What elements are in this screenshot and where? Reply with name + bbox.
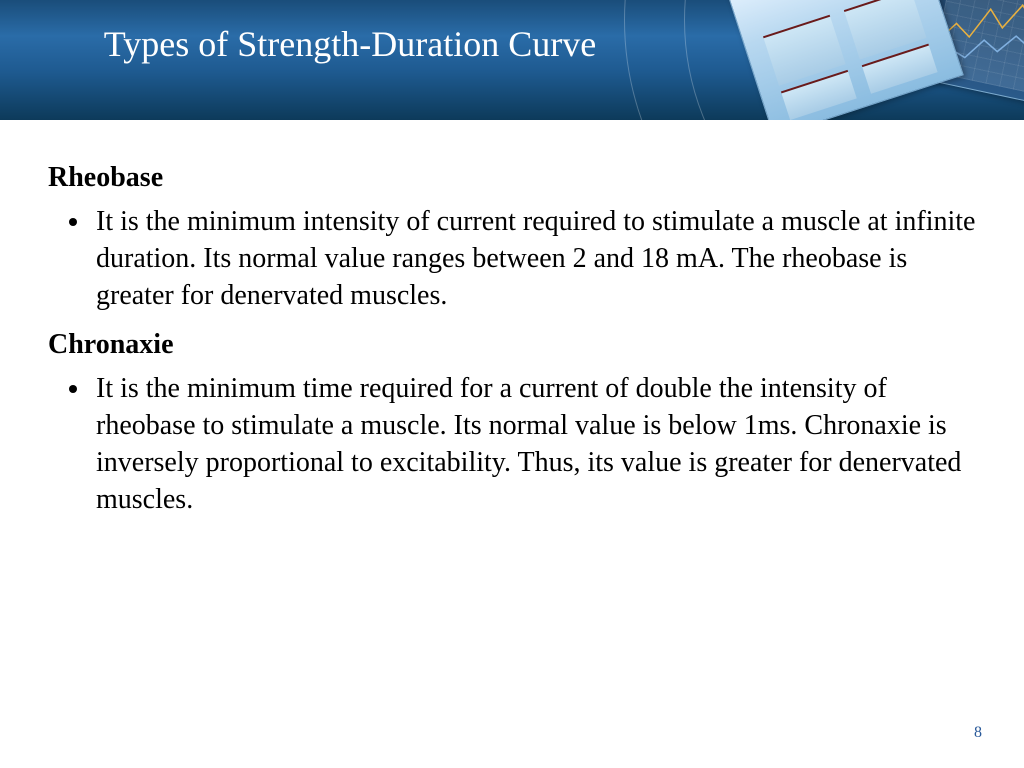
decorative-building-card	[724, 0, 964, 120]
slide-body: Rheobase It is the minimum intensity of …	[0, 120, 1024, 553]
bullet-item: It is the minimum intensity of current r…	[92, 204, 976, 315]
page-number: 8	[974, 724, 982, 742]
section-heading: Chronaxie	[48, 329, 976, 361]
slide-header: Types of Strength-Duration Curve	[0, 0, 1024, 120]
section-heading: Rheobase	[48, 162, 976, 194]
header-decorative-images	[664, 0, 1024, 120]
slide-title: Types of Strength-Duration Curve	[100, 22, 600, 67]
bullet-item: It is the minimum time required for a cu…	[92, 371, 976, 519]
bullet-list: It is the minimum intensity of current r…	[48, 204, 976, 315]
bullet-list: It is the minimum time required for a cu…	[48, 371, 976, 519]
